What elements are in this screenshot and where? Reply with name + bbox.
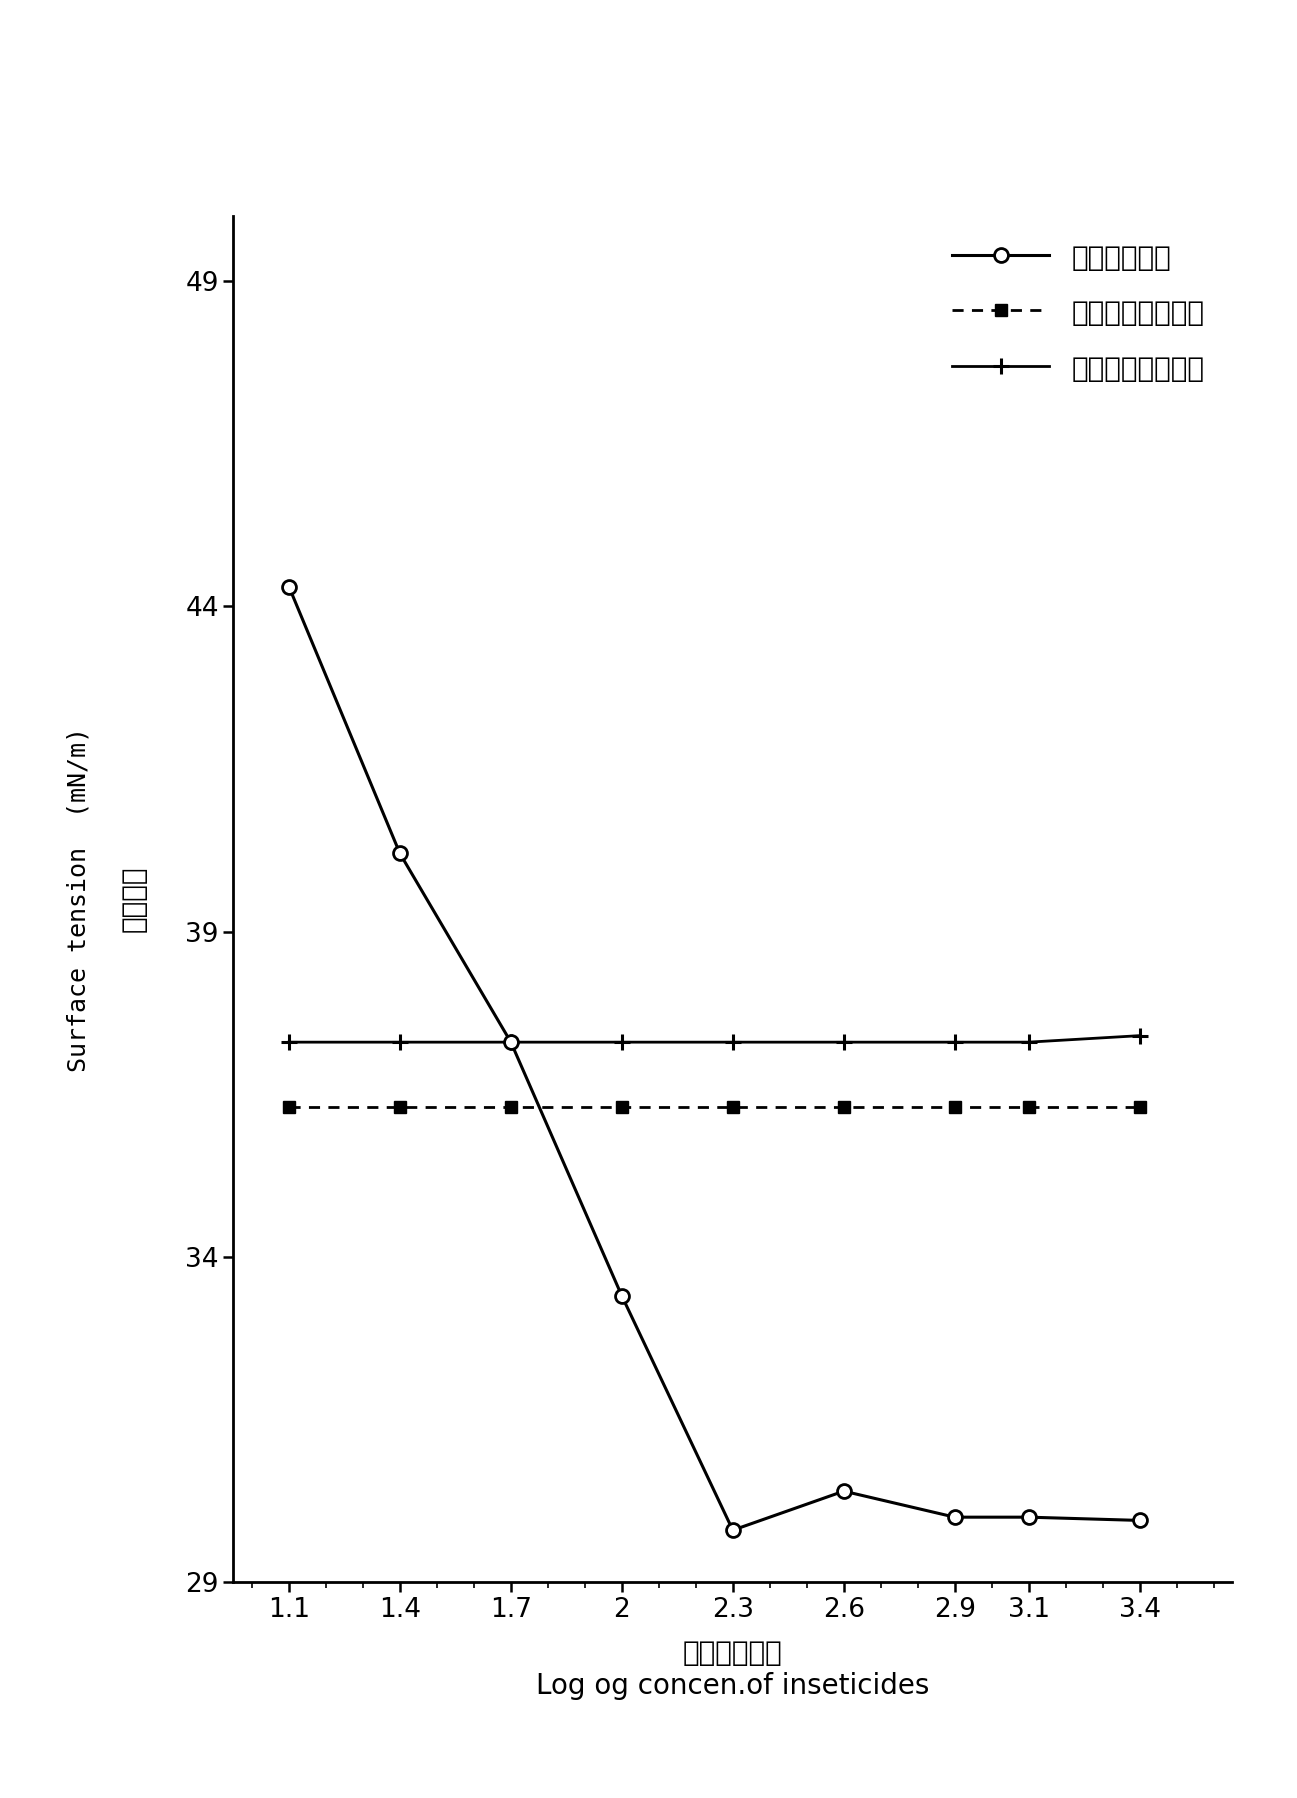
杀虫单微乳剂	[613, 1286, 629, 1307]
杀虫单微乳剂	[837, 1480, 852, 1501]
水稻临界表面张力	[613, 1032, 629, 1054]
杀虫单微乳剂	[725, 1519, 741, 1541]
甘蓝临界表面张力	[613, 1097, 629, 1118]
水稻临界表面张力	[281, 1032, 297, 1054]
水稻临界表面张力	[503, 1032, 519, 1054]
杀虫单微乳剂	[947, 1507, 962, 1528]
甘蓝临界表面张力	[1021, 1097, 1036, 1118]
甘蓝临界表面张力	[947, 1097, 962, 1118]
杀虫单微乳剂	[392, 843, 407, 865]
水稻临界表面张力	[837, 1032, 852, 1054]
水稻临界表面张力	[1132, 1025, 1148, 1046]
甘蓝临界表面张力	[392, 1097, 407, 1118]
Text: Surface tension  (mN/m): Surface tension (mN/m)	[66, 726, 91, 1072]
水稻临界表面张力	[725, 1032, 741, 1054]
杀虫单微乳剂	[503, 1032, 519, 1054]
甘蓝临界表面张力	[281, 1097, 297, 1118]
Line: 杀虫单微乳剂: 杀虫单微乳剂	[281, 579, 1147, 1537]
X-axis label: 药剂浓度对数
Log og concen.of inseticides: 药剂浓度对数 Log og concen.of inseticides	[536, 1640, 930, 1699]
甘蓝临界表面张力	[503, 1097, 519, 1118]
甘蓝临界表面张力	[1132, 1097, 1148, 1118]
杀虫单微乳剂	[281, 575, 297, 597]
杀虫单微乳剂	[1132, 1510, 1148, 1532]
杀虫单微乳剂	[1021, 1507, 1036, 1528]
Legend: 杀虫单微乳剂, 甘蓝临界表面张力, 水稻临界表面张力: 杀虫单微乳剂, 甘蓝临界表面张力, 水稻临界表面张力	[938, 230, 1218, 397]
水稻临界表面张力	[392, 1032, 407, 1054]
甘蓝临界表面张力	[837, 1097, 852, 1118]
Line: 甘蓝临界表面张力: 甘蓝临界表面张力	[283, 1102, 1145, 1113]
Line: 水稻临界表面张力: 水稻临界表面张力	[281, 1028, 1148, 1050]
水稻临界表面张力	[1021, 1032, 1036, 1054]
水稻临界表面张力	[947, 1032, 962, 1054]
甘蓝临界表面张力	[725, 1097, 741, 1118]
Text: 表面张力: 表面张力	[119, 867, 148, 931]
